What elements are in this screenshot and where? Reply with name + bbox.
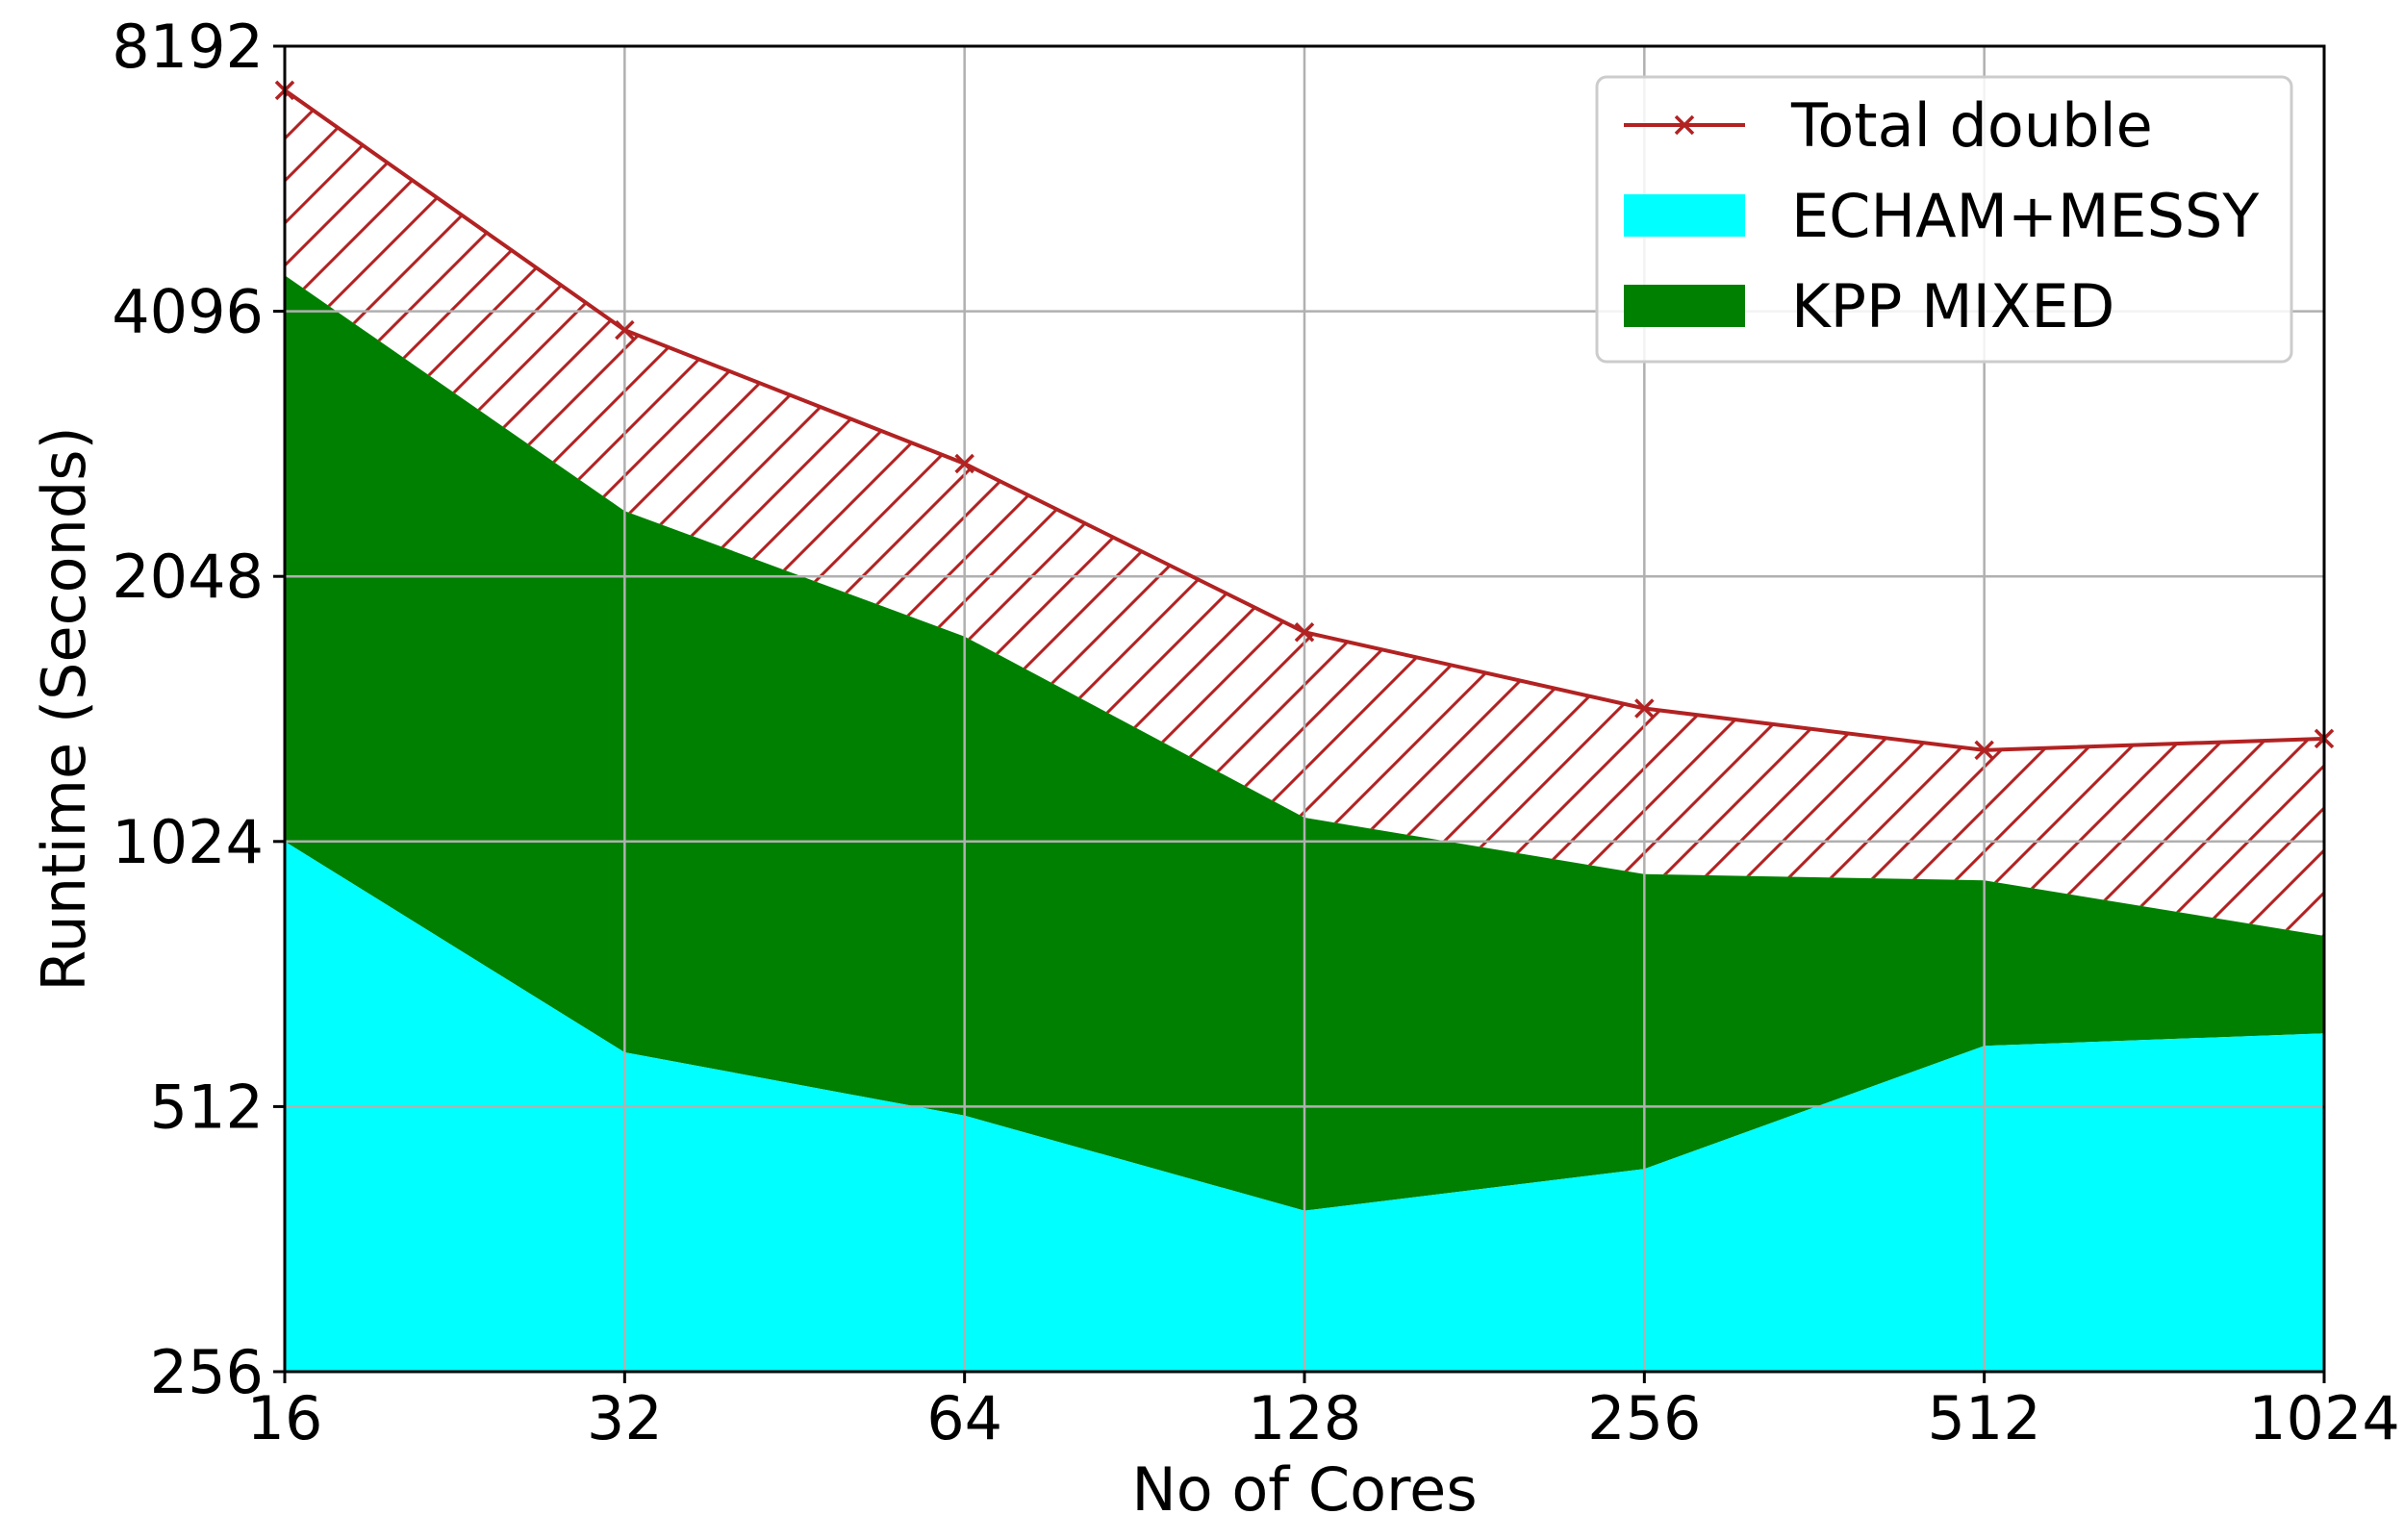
y-axis-ticks: 256 512 1024 2048 4096 8192 [112,12,285,1407]
echam-messy-area [285,841,2324,1372]
legend-swatch-kpp [1624,285,1745,327]
legend-x-marker [1674,114,1695,136]
x-tick-label: 512 [1927,1383,2040,1453]
y-tick-label: 256 [150,1337,264,1407]
y-tick-label: 2048 [112,542,264,612]
x-tick-label: 128 [1248,1383,1361,1453]
total-double-marker [954,453,974,474]
x-axis-label: No of Cores [1131,1454,1477,1525]
kpp-mixed-area [285,275,2324,1211]
legend-label-total-double: Total double [1790,90,2153,161]
legend-box [1595,75,2293,364]
total-double-marker [1294,621,1315,643]
x-axis-ticks: 16 32 64 128 256 512 1024 [247,1372,2400,1453]
grid-lines [285,46,2324,1372]
total-double-marker [1974,740,1994,761]
legend-swatch-echam [1624,194,1745,237]
y-tick-label: 1024 [112,807,264,877]
legend-item-echam-messy: ECHAM+MESSY [1624,181,2259,251]
total-double-marker [1634,698,1655,719]
legend: Total double ECHAM+MESSY KPP MIXED [1595,75,2293,364]
y-axis-label: Runtime (Seconds) [29,426,99,992]
y-tick-label: 4096 [112,277,264,347]
legend-label-kpp-mixed: KPP MIXED [1791,271,2114,341]
x-tick-label: 256 [1587,1383,1701,1453]
y-tick-label: 8192 [112,12,264,82]
x-tick-label: 64 [926,1383,1002,1453]
total-double-marker [615,319,635,341]
x-tick-label: 1024 [2248,1383,2400,1453]
x-tick-label: 16 [247,1383,323,1453]
legend-label-echam-messy: ECHAM+MESSY [1791,181,2259,251]
y-tick-label: 512 [150,1072,264,1142]
x-tick-label: 32 [587,1383,663,1453]
legend-item-total-double: Total double [1624,90,2153,161]
legend-item-kpp-mixed: KPP MIXED [1624,271,2114,341]
